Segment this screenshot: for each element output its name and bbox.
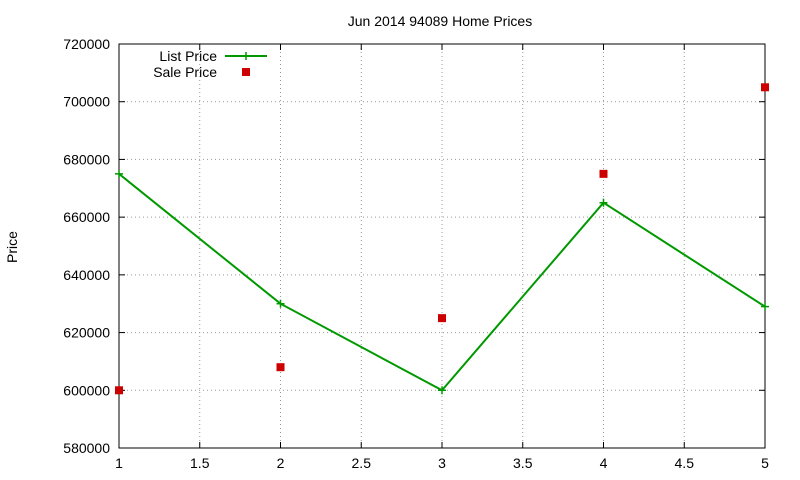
- y-tick-label: 600000: [63, 382, 110, 398]
- axis-ticks: 1 1.5 2 2.5 3 3.5 4 4.5 5 580000 600000 620000 64000…: [63, 36, 769, 471]
- y-tick-label: 700000: [63, 94, 110, 110]
- x-tick-label: 3: [438, 455, 446, 471]
- series-0: [115, 169, 769, 395]
- list-price-point: [115, 169, 123, 178]
- x-tick-label: 5: [761, 455, 769, 471]
- x-tick-label: 4.5: [675, 455, 695, 471]
- y-tick-label: 720000: [63, 36, 110, 52]
- x-tick-label: 4: [600, 455, 608, 471]
- y-tick-label: 620000: [63, 325, 110, 341]
- x-tick-label: 1: [115, 455, 123, 471]
- data-series: [115, 83, 769, 395]
- grid-lines: [119, 44, 765, 448]
- list-price-point: [599, 198, 608, 207]
- x-tick-label: 1.5: [190, 455, 210, 471]
- list-price-point: [276, 299, 285, 308]
- y-axis-label: Price: [4, 231, 20, 263]
- legend-point-swatch: [242, 68, 250, 76]
- y-tick-label: 640000: [63, 267, 110, 283]
- sale-price-point: [115, 386, 123, 395]
- sale-price-point: [276, 363, 285, 372]
- chart-title: Jun 2014 94089 Home Prices: [348, 13, 532, 29]
- sale-price-point: [599, 169, 608, 178]
- list-price-line: [118, 173, 766, 392]
- y-tick-label: 580000: [63, 440, 110, 456]
- x-tick-label: 3.5: [513, 455, 533, 471]
- legend-label: Sale Price: [153, 64, 217, 80]
- sale-price-point: [438, 314, 446, 323]
- list-price-point: [761, 302, 769, 311]
- y-tick-label: 680000: [63, 151, 110, 167]
- series-1: [115, 83, 769, 395]
- legend-point-swatch: [242, 52, 250, 60]
- x-tick-label: 2.5: [352, 455, 372, 471]
- sale-price-point: [761, 83, 769, 92]
- y-tick-label: 660000: [63, 209, 110, 225]
- list-price-point: [438, 386, 446, 395]
- x-tick-label: 2: [277, 455, 285, 471]
- legend-label: List Price: [159, 48, 217, 64]
